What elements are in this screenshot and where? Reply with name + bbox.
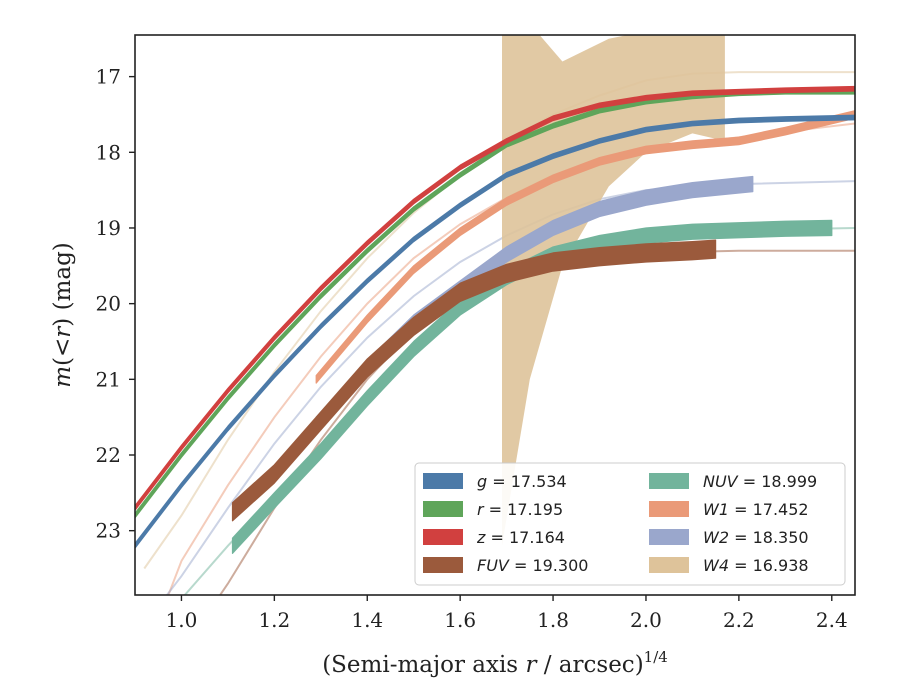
x-tick-label: 1.0 — [166, 608, 198, 632]
x-tick-label: 1.4 — [351, 608, 383, 632]
y-tick-label: 20 — [96, 292, 121, 316]
legend-swatch-nuv — [649, 473, 689, 489]
y-tick-label: 17 — [96, 65, 121, 89]
ticks-layer: 1.0 1.2 1.4 1.6 1.8 2.0 2.2 2.4 17 18 19 20 21 22 23 — [96, 65, 848, 632]
y-axis-label: m(<r) (mag) — [50, 242, 76, 388]
legend-swatch-w2 — [649, 529, 689, 545]
x-tick-label: 1.8 — [537, 608, 569, 632]
legend-label-w2: W2 = 18.350 — [703, 528, 809, 547]
legend-label-w1: W1 = 17.452 — [703, 500, 809, 519]
x-axis-label-var: r — [525, 652, 538, 678]
y-axis-label-open: (< — [50, 338, 76, 366]
plot-frame — [134, 34, 856, 596]
series-w1-band — [315, 110, 855, 384]
x-axis-label-sup: 1/4 — [644, 648, 668, 666]
series-layer — [135, 35, 855, 595]
legend-swatch-r — [423, 501, 463, 517]
y-tick-label: 19 — [96, 216, 121, 240]
x-tick-label: 2.4 — [816, 608, 848, 632]
legend-swatch-w1 — [649, 501, 689, 517]
series-nuv-band — [231, 219, 833, 554]
y-tick-label: 22 — [96, 443, 121, 467]
legend-label-z: z = 17.164 — [476, 528, 565, 547]
series-z-band — [135, 85, 855, 511]
legend-swatch-z — [423, 529, 463, 545]
legend-label-r: r = 17.195 — [477, 500, 563, 519]
series-fuv-band — [231, 239, 717, 522]
legend-swatch-w4 — [649, 557, 689, 573]
series-r-band — [135, 88, 855, 519]
series-w4-band — [502, 35, 725, 546]
legend-label-w4: W4 = 16.938 — [703, 556, 809, 575]
x-tick-label: 2.0 — [630, 608, 662, 632]
x-tick-label: 1.6 — [444, 608, 476, 632]
x-tick-label: 1.2 — [258, 608, 290, 632]
legend-swatch-g — [423, 473, 463, 489]
y-axis-label-r: r — [50, 325, 76, 338]
y-tick-label: 23 — [96, 519, 121, 543]
legend-swatch-fuv — [423, 557, 463, 573]
x-tick-label: 2.2 — [723, 608, 755, 632]
y-axis-label-close: ) (mag) — [50, 242, 76, 326]
y-tick-label: 21 — [96, 367, 121, 391]
y-axis-label-m: m — [50, 366, 76, 388]
legend: g = 17.534 r = 17.195 z = 17.164 FUV = 19.3… — [414, 462, 846, 586]
legend-label-nuv: NUV = 18.999 — [703, 472, 817, 491]
legend-label-fuv: FUV = 19.300 — [477, 556, 588, 575]
series-g-band — [135, 114, 855, 549]
legend-label-g: g = 17.534 — [477, 472, 567, 491]
x-axis-label-pre: (Semi-major axis — [322, 652, 525, 678]
legend-frame — [414, 462, 846, 586]
x-axis-label: (Semi-major axis r / arcsec)1/4 — [322, 648, 668, 678]
y-tick-label: 18 — [96, 140, 121, 164]
x-axis-label-post: / arcsec) — [536, 652, 643, 678]
